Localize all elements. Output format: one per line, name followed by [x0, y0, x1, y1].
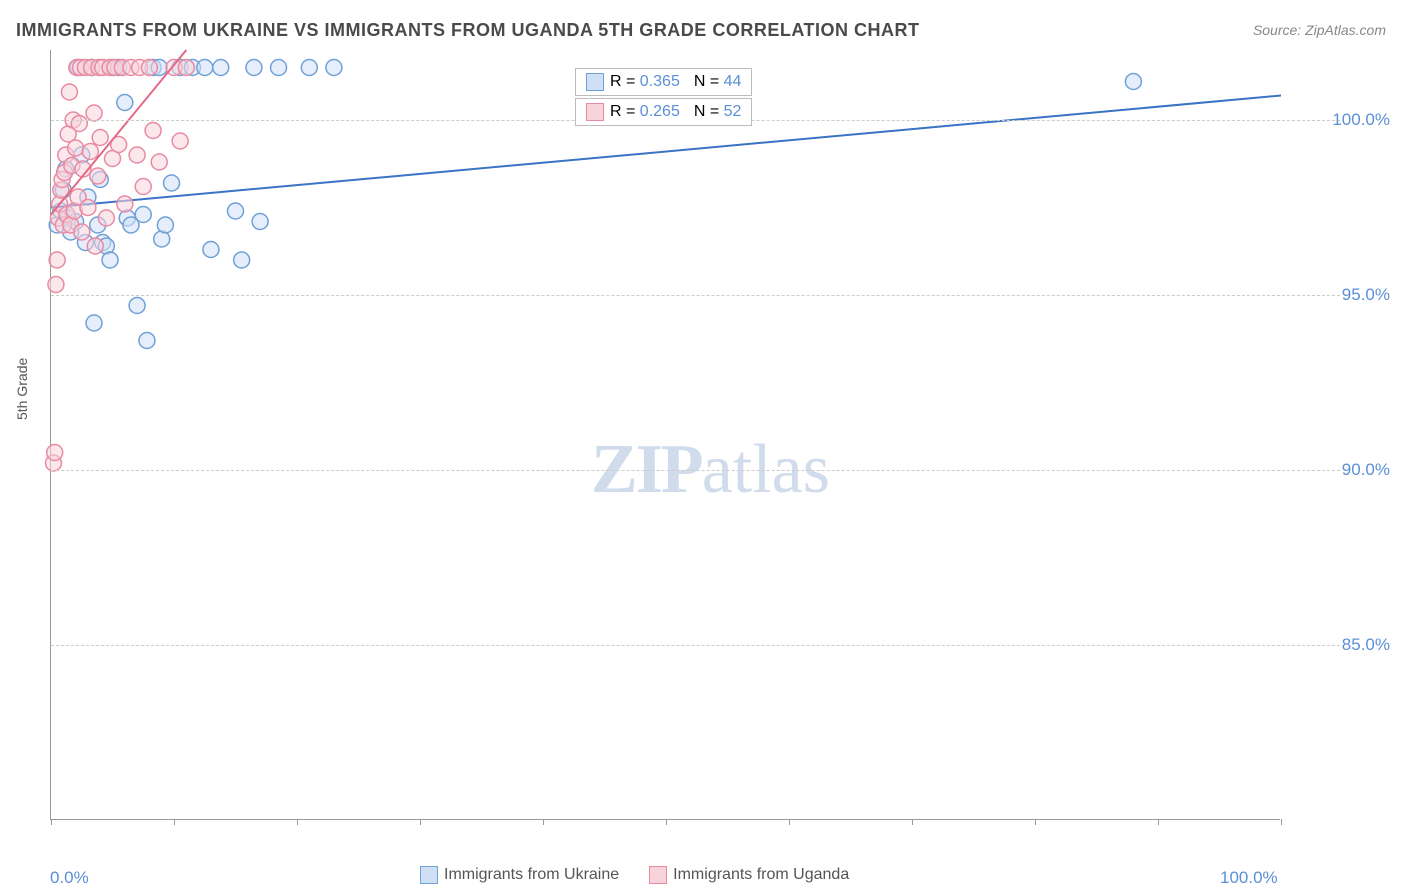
x-tick-label: 0.0% — [50, 868, 89, 888]
data-point-ukraine — [252, 214, 268, 230]
data-point-ukraine — [164, 175, 180, 191]
data-point-uganda — [98, 210, 114, 226]
gridline — [51, 295, 1340, 296]
data-point-ukraine — [117, 95, 133, 111]
legend-swatch-ukraine-icon — [420, 866, 438, 884]
x-tick — [1281, 819, 1282, 825]
data-point-ukraine — [135, 207, 151, 223]
scatter-plot-svg — [51, 50, 1280, 819]
data-point-ukraine — [157, 217, 173, 233]
y-tick-label: 90.0% — [1342, 460, 1390, 480]
data-point-uganda — [82, 144, 98, 160]
stat-n-value: 44 — [724, 73, 742, 90]
data-point-uganda — [47, 445, 63, 461]
chart-plot-area: ZIPatlas — [50, 50, 1280, 820]
y-tick-label: 95.0% — [1342, 285, 1390, 305]
data-point-uganda — [48, 277, 64, 293]
data-point-ukraine — [102, 252, 118, 268]
x-tick — [1158, 819, 1159, 825]
x-tick — [174, 819, 175, 825]
data-point-ukraine — [301, 60, 317, 76]
data-point-uganda — [172, 133, 188, 149]
data-point-uganda — [80, 200, 96, 216]
data-point-uganda — [90, 168, 106, 184]
data-point-uganda — [61, 84, 77, 100]
legend-label: Immigrants from Uganda — [673, 866, 849, 883]
x-tick — [1035, 819, 1036, 825]
data-point-uganda — [49, 252, 65, 268]
legend-item-uganda: Immigrants from Uganda — [649, 866, 849, 883]
data-point-uganda — [141, 60, 157, 76]
data-point-ukraine — [203, 242, 219, 258]
stat-r-value: 0.265 — [640, 103, 680, 120]
gridline — [51, 645, 1340, 646]
stat-n-label: N = — [694, 73, 724, 90]
data-point-ukraine — [197, 60, 213, 76]
stats-row-uganda: R = 0.265 N = 52 — [575, 98, 752, 126]
legend-swatch-uganda — [586, 103, 604, 121]
data-point-ukraine — [228, 203, 244, 219]
data-point-uganda — [92, 130, 108, 146]
data-point-uganda — [145, 123, 161, 139]
data-point-uganda — [86, 105, 102, 121]
legend-swatch-ukraine — [586, 73, 604, 91]
stat-r-label: R = — [610, 103, 640, 120]
x-tick — [789, 819, 790, 825]
data-point-ukraine — [246, 60, 262, 76]
stats-row-ukraine: R = 0.365 N = 44 — [575, 68, 752, 96]
data-point-ukraine — [271, 60, 287, 76]
stat-n-label: N = — [694, 103, 724, 120]
data-point-uganda — [68, 140, 84, 156]
data-point-ukraine — [213, 60, 229, 76]
bottom-legend: Immigrants from Ukraine Immigrants from U… — [420, 866, 879, 884]
y-tick-label: 85.0% — [1342, 635, 1390, 655]
stat-n-value: 52 — [724, 103, 742, 120]
legend-swatch-uganda-icon — [649, 866, 667, 884]
legend-item-ukraine: Immigrants from Ukraine — [420, 866, 619, 883]
data-point-ukraine — [139, 333, 155, 349]
data-point-uganda — [74, 224, 90, 240]
y-axis-label: 5th Grade — [14, 358, 30, 420]
data-point-ukraine — [86, 315, 102, 331]
y-tick-label: 100.0% — [1332, 110, 1390, 130]
x-tick — [51, 819, 52, 825]
data-point-uganda — [71, 116, 87, 132]
data-point-uganda — [87, 238, 103, 254]
stat-r-value: 0.365 — [640, 73, 680, 90]
legend-label: Immigrants from Ukraine — [444, 866, 619, 883]
x-tick — [666, 819, 667, 825]
data-point-uganda — [178, 60, 194, 76]
data-point-ukraine — [1125, 74, 1141, 90]
data-point-ukraine — [129, 298, 145, 314]
x-tick — [297, 819, 298, 825]
x-tick — [543, 819, 544, 825]
chart-title: IMMIGRANTS FROM UKRAINE VS IMMIGRANTS FR… — [16, 20, 919, 41]
data-point-uganda — [151, 154, 167, 170]
data-point-uganda — [117, 196, 133, 212]
data-point-uganda — [129, 147, 145, 163]
gridline — [51, 470, 1340, 471]
x-tick-label: 100.0% — [1220, 868, 1278, 888]
source-attribution: Source: ZipAtlas.com — [1253, 22, 1386, 38]
x-tick — [912, 819, 913, 825]
data-point-ukraine — [234, 252, 250, 268]
data-point-uganda — [135, 179, 151, 195]
x-tick — [420, 819, 421, 825]
data-point-ukraine — [326, 60, 342, 76]
stat-r-label: R = — [610, 73, 640, 90]
